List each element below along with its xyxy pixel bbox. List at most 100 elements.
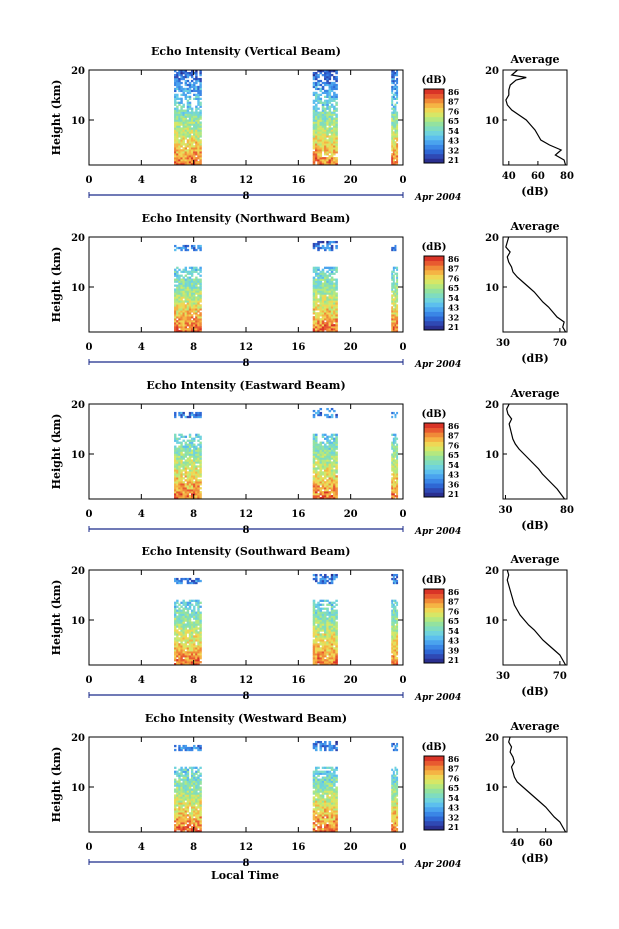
heatmap-cell [328,784,332,787]
heatmap-cell [199,798,202,801]
heatmap-cell [182,483,185,486]
heatmap-cell [178,296,181,299]
heatmap-cell [314,663,318,666]
heatmap-cell [197,107,200,110]
heatmap-cell [394,157,397,160]
heatmap-cell [394,105,397,108]
heatmap-cell [195,778,198,781]
heatmap-cell [326,804,329,807]
heatmap-cell [193,89,196,93]
heatmap-cell [178,455,181,458]
heatmap-cell [330,577,334,581]
heatmap-cell [335,637,338,640]
heatmap-cell [335,794,338,797]
heatmap-cell [321,113,325,116]
heatmap-cell [188,766,192,769]
heatmap-cell [174,89,177,93]
heatmap-cell [312,131,316,134]
heatmap-cell [317,443,320,446]
heatmap-cell [197,302,200,305]
heatmap-cell [333,292,336,295]
heatmap-cell [319,139,323,142]
heatmap-cell [188,153,192,156]
heatmap-cell [190,107,194,110]
heatmap-cell [174,131,177,134]
heatmap-cell [394,79,397,83]
heatmap-cell [333,304,336,307]
heatmap-cell [188,820,192,823]
heatmap-cell [321,780,325,783]
heatmap-cell [391,155,394,158]
heatmap-cell [184,330,188,333]
heatmap-cell [193,318,196,321]
heatmap-cell [174,453,177,456]
heatmap-cell [314,272,318,275]
average-y-tick-label: 20 [485,66,499,77]
heatmap-cell [391,133,394,136]
heatmap-cell [391,270,394,273]
heatmap-cell [330,155,334,158]
heatmap-cell [330,324,334,327]
heatmap-cell [199,328,202,331]
heatmap-cell [182,282,185,285]
heatmap-cell [391,306,394,309]
heatmap-cell [174,471,177,474]
heatmap-cell [182,804,185,807]
heatmap-cell [188,655,192,658]
heatmap-cell [174,818,177,821]
heatmap-cell [184,270,188,273]
heatmap-cell [330,619,334,622]
heatmap-cell [394,788,397,791]
heatmap-cell [312,479,316,482]
heatmap-cell [199,794,202,797]
heatmap-cell [391,324,394,327]
heatmap-cell [180,151,183,154]
heatmap-cell [174,77,177,81]
heatmap-cell [319,639,323,642]
heatmap-cell [394,147,397,150]
colorbar-tick-label: 54 [448,626,460,636]
heatmap-cell [176,121,179,124]
heatmap-cell [333,828,336,831]
heatmap-cell [396,411,399,415]
heatmap-cell [178,155,181,158]
heatmap-cell [197,97,200,100]
heatmap-cell [328,643,332,646]
heatmap-cell [188,141,192,144]
heatmap-cell [335,133,338,136]
heatmap-cell [396,659,399,662]
heatmap-cell [178,822,181,825]
heatmap-cell [188,85,192,89]
heatmap-cell [328,89,332,93]
colorbar-swatch [424,602,444,608]
heatmap-cell [324,497,327,500]
heatmap-cell [195,298,198,301]
date-label: 8 [243,191,250,202]
heatmap-cell [180,621,183,624]
heatmap-cell [328,445,332,448]
heatmap-cell [178,151,181,154]
heatmap-cell [190,780,194,783]
heatmap-cell [197,288,200,291]
heatmap-cell [180,475,183,478]
heatmap-cell [326,449,329,452]
heatmap-cell [195,599,198,602]
heatmap-cell [392,653,395,656]
heatmap-cell [392,135,395,138]
heatmap-cell [324,790,327,793]
heatmap-cell [321,284,325,287]
heatmap-cell [333,300,336,303]
heatmap-cell [391,617,394,620]
heatmap-cell [176,451,179,454]
heatmap-cell [186,579,190,583]
heatmap-cell [312,459,316,462]
heatmap-cell [314,330,318,333]
heatmap-cell [314,647,318,650]
heatmap-cell [178,625,181,628]
heatmap-cell [317,240,320,244]
heatmap-cell [184,119,188,122]
heatmap-cell [314,605,318,608]
heatmap-cell [314,830,318,833]
heatmap-cell [199,780,202,783]
heatmap-cell [392,268,395,271]
